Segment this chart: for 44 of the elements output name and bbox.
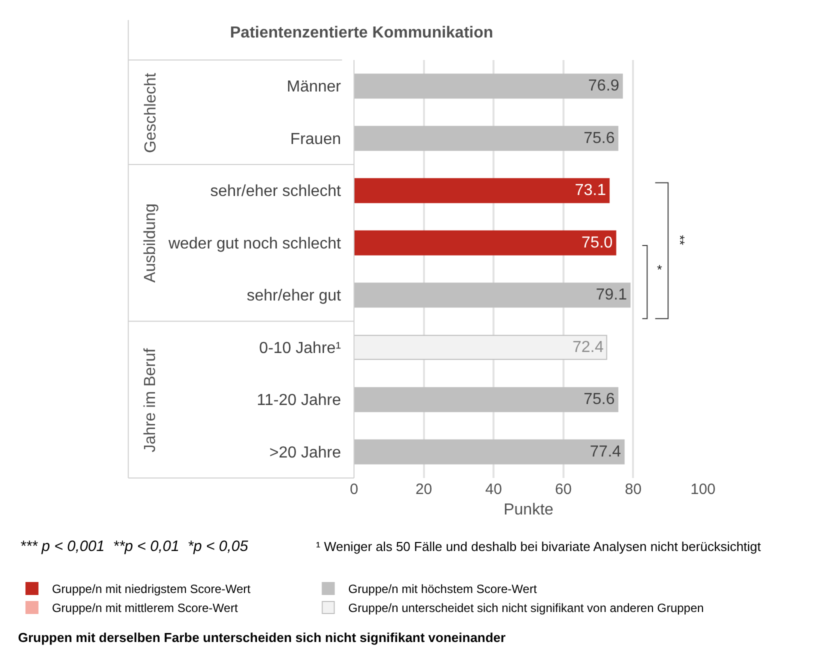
bar [354,387,618,412]
bar [354,334,608,360]
text: *** p < 0,001 **p < 0,01 *p < 0,05 [20,538,249,555]
x-tick-label: 0 [350,481,358,498]
text: Gruppen mit derselben Farbe unterscheiden sich nicht signifikant voneinander [18,630,506,645]
bar [354,282,631,308]
legend-label: Gruppe/n mit höchstem Score-Wert [348,582,538,596]
bar [354,439,625,464]
data-label: 79.1 [596,286,628,304]
bar [354,178,610,204]
y-tick-label: sehr/eher gut [246,288,342,305]
x-tick-label: 100 [690,481,716,498]
legend-label: Gruppe/n mit niedrigstem Score-Wert [52,582,252,596]
text: ¹ Weniger als 50 Fälle und deshalb bei bivariate Analysen nicht berücksichtigt [316,539,762,554]
bar [354,74,623,99]
y-tick-label: 0-10 Jahre¹ [259,340,341,357]
annotation: ** [672,234,688,246]
annotation: * [657,262,662,277]
y-tick-label: weder gut noch schlecht [167,235,342,252]
bar [354,126,618,151]
legend-label: Gruppe/n mit mittlerem Score-Wert [52,601,238,616]
data-label: 75.6 [584,391,615,408]
x-axis-title: Punkte [504,502,554,519]
chart-title: Patientenzentierte Kommunikation [230,24,494,42]
data-label: 76.9 [588,78,620,95]
x-tick-label: 80 [624,481,642,498]
y-tick-label: Frauen [290,130,341,148]
data-label: 75.0 [582,234,613,252]
text: Ausbildung [142,203,159,283]
data-label: 75.6 [584,130,615,147]
y-tick-label: >20 Jahre [269,444,342,462]
x-tick-label: 60 [555,481,572,498]
data-label: 77.4 [590,443,622,460]
y-tick-label: Männer [286,78,342,96]
x-tick-label: 20 [415,481,432,498]
text: Geschlecht [142,72,160,153]
bar [354,230,616,256]
data-label: 72.4 [572,338,604,356]
legend-label: Gruppe/n unterscheidet sich nicht signifikant von anderen Gruppen [348,601,704,616]
y-tick-label: 11-20 Jahre [256,392,342,410]
y-tick-label: sehr/eher schlecht [210,183,342,200]
data-label: 73.1 [574,182,606,200]
x-tick-label: 40 [485,481,502,498]
text: Jahre im Beruf [142,348,160,452]
